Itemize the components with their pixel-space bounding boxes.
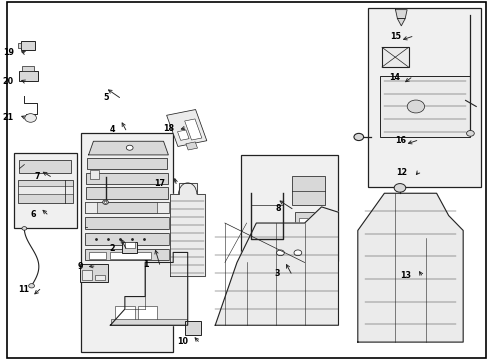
Bar	[18, 42, 21, 48]
Circle shape	[29, 284, 35, 288]
Text: 5: 5	[103, 93, 109, 102]
Text: 16: 16	[394, 136, 406, 145]
Bar	[85, 202, 169, 213]
Bar	[18, 186, 73, 194]
Bar	[111, 319, 186, 325]
Bar	[14, 153, 76, 228]
Bar	[185, 142, 197, 150]
Text: 14: 14	[388, 73, 400, 82]
Circle shape	[407, 100, 424, 113]
Bar	[18, 180, 73, 203]
Text: 10: 10	[176, 337, 187, 346]
Circle shape	[126, 145, 133, 150]
Bar	[367, 8, 480, 187]
Text: 1: 1	[143, 260, 149, 269]
Bar	[20, 160, 71, 173]
Text: 6: 6	[31, 210, 36, 219]
Bar	[86, 173, 168, 184]
Text: 19: 19	[3, 48, 14, 57]
Bar	[124, 242, 134, 248]
Bar	[81, 134, 173, 352]
Polygon shape	[357, 193, 462, 342]
Circle shape	[22, 226, 27, 230]
Circle shape	[466, 131, 473, 136]
Circle shape	[102, 200, 108, 204]
Bar	[85, 202, 97, 213]
Text: 12: 12	[395, 168, 407, 177]
Circle shape	[293, 250, 301, 256]
Bar	[88, 252, 105, 259]
Bar	[184, 119, 202, 140]
Bar	[21, 41, 35, 50]
Bar	[138, 306, 157, 320]
Text: 4: 4	[109, 125, 115, 134]
Bar	[87, 158, 167, 169]
Bar	[85, 249, 169, 260]
Text: 20: 20	[2, 77, 14, 86]
Bar	[166, 109, 206, 147]
Bar	[115, 306, 134, 320]
Polygon shape	[215, 207, 338, 325]
Bar	[110, 252, 151, 259]
Text: 3: 3	[274, 269, 280, 278]
Bar	[122, 242, 137, 253]
Bar	[157, 202, 169, 213]
Text: 7: 7	[34, 172, 40, 181]
Text: 18: 18	[163, 123, 174, 132]
Bar	[381, 47, 408, 67]
Circle shape	[25, 114, 36, 122]
Bar	[20, 71, 38, 81]
Bar	[291, 176, 325, 205]
Bar	[95, 275, 105, 280]
Bar	[22, 66, 35, 71]
Bar	[379, 76, 469, 137]
Bar	[90, 170, 99, 179]
Circle shape	[104, 201, 107, 203]
Text: 13: 13	[399, 270, 410, 279]
Bar	[185, 321, 201, 335]
Polygon shape	[110, 252, 187, 325]
Circle shape	[353, 134, 363, 140]
Polygon shape	[397, 19, 405, 26]
Circle shape	[393, 184, 405, 192]
Bar	[298, 219, 307, 240]
Text: 15: 15	[389, 32, 401, 41]
Bar	[85, 233, 169, 244]
Bar	[81, 270, 92, 280]
Bar	[80, 264, 108, 282]
Bar	[241, 155, 338, 261]
Bar	[294, 212, 324, 243]
Bar	[86, 187, 168, 199]
Bar	[177, 130, 189, 140]
Circle shape	[276, 250, 284, 256]
Polygon shape	[88, 141, 168, 155]
Bar	[85, 217, 169, 229]
Text: 21: 21	[2, 113, 14, 122]
Text: 17: 17	[154, 179, 165, 188]
Text: 8: 8	[275, 204, 281, 213]
Text: 2: 2	[109, 244, 115, 253]
Text: 9: 9	[78, 262, 83, 271]
Polygon shape	[395, 10, 407, 19]
Polygon shape	[170, 183, 204, 276]
Text: 11: 11	[18, 285, 29, 294]
